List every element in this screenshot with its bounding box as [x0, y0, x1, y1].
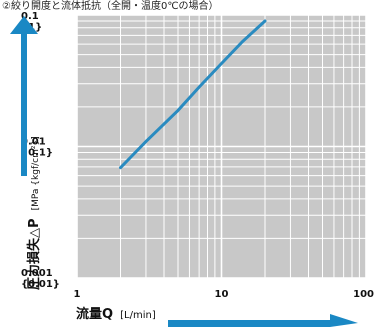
y-tick-sublabel: {0.1}: [21, 148, 53, 159]
header-fragment: ②絞り開度と流体抵抗（全開・温度0℃の場合）: [2, 1, 219, 10]
x-tick-label: 100: [353, 289, 374, 300]
y-tick-label: 0.01: [21, 137, 46, 148]
x-tick-labels: 1 10 100: [74, 289, 375, 300]
x-tick-label: 10: [215, 289, 229, 300]
y-axis-label: 圧力損失△P [MPa {kgf/cm²}]: [23, 136, 42, 290]
x-axis-label: 流量Q [L/min]: [76, 303, 156, 322]
x-tick-label: 1: [74, 289, 81, 300]
x-axis-label-unit: [L/min]: [120, 310, 156, 321]
y-axis-label-unit: [MPa {kgf/cm²}]: [31, 136, 41, 210]
y-axis-arrow: [10, 16, 38, 176]
y-tick-label: 0.001: [21, 268, 53, 279]
y-tick-sublabel: {0.01}: [21, 279, 60, 290]
grid-lines: [76, 14, 367, 279]
y-axis-label-main: 圧力損失△P: [26, 218, 42, 290]
series-line: [119, 19, 267, 170]
x-axis-label-main: 流量Q: [76, 306, 113, 322]
y-tick-label: 0.1: [21, 11, 39, 22]
x-axis-arrow: [168, 314, 358, 327]
